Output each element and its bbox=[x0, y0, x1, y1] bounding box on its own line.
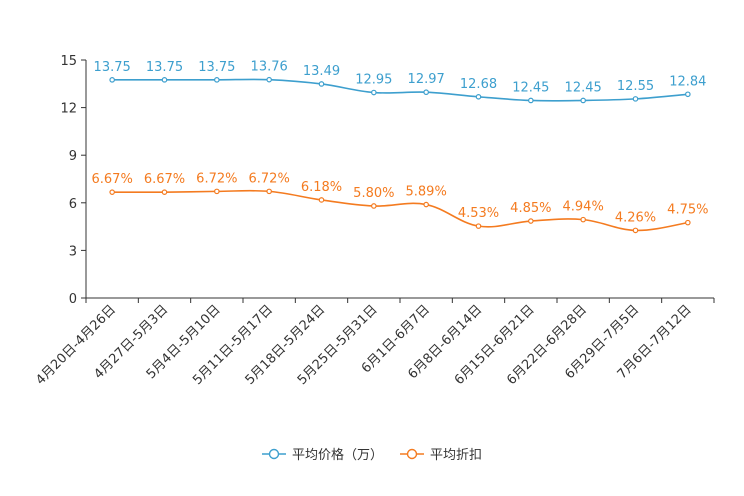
y-tick-label: 0 bbox=[69, 292, 77, 307]
data-label: 4.75% bbox=[667, 203, 708, 218]
data-point[interactable] bbox=[423, 201, 429, 208]
data-point[interactable] bbox=[423, 89, 429, 96]
legend-item-2[interactable]: 平均折扣 bbox=[400, 448, 482, 463]
legend-item-1[interactable]: 平均价格（万） bbox=[262, 447, 383, 463]
data-point[interactable] bbox=[266, 76, 272, 83]
data-label: 6.67% bbox=[92, 172, 133, 187]
data-label: 12.68 bbox=[460, 77, 497, 92]
data-label: 13.75 bbox=[198, 60, 235, 75]
series-line bbox=[112, 78, 688, 102]
data-label: 12.84 bbox=[669, 74, 706, 89]
data-label: 5.80% bbox=[353, 186, 394, 201]
data-label: 5.89% bbox=[406, 185, 447, 200]
series-line bbox=[112, 189, 688, 232]
data-point[interactable] bbox=[528, 218, 534, 224]
data-label: 13.49 bbox=[303, 64, 340, 79]
data-label: 12.95 bbox=[355, 73, 392, 88]
series-2: 6.67% 6.67% 6.72% 6.72% 6.18% 5.80% 5.89% 4.53%… bbox=[92, 171, 708, 234]
data-point[interactable] bbox=[475, 94, 482, 100]
data-label: 12.45 bbox=[565, 80, 602, 95]
data-point[interactable] bbox=[685, 219, 691, 226]
data-point[interactable] bbox=[214, 77, 220, 83]
data-label: 6.18% bbox=[301, 180, 342, 195]
legend-label: 平均价格（万） bbox=[292, 447, 383, 463]
legend-marker-icon bbox=[406, 448, 418, 460]
data-label: 6.72% bbox=[196, 171, 237, 186]
data-point[interactable] bbox=[475, 223, 482, 229]
data-point[interactable] bbox=[371, 89, 377, 96]
data-point[interactable] bbox=[318, 197, 325, 203]
data-point[interactable] bbox=[685, 91, 691, 98]
data-point[interactable] bbox=[580, 97, 586, 104]
legend-marker-icon bbox=[268, 448, 280, 460]
data-label: 13.75 bbox=[146, 60, 183, 75]
data-label: 4.85% bbox=[510, 201, 551, 216]
data-label: 12.97 bbox=[408, 72, 445, 87]
data-label: 4.94% bbox=[563, 200, 604, 215]
data-label: 12.55 bbox=[617, 79, 654, 94]
data-label: 4.53% bbox=[458, 206, 499, 221]
y-tick-label: 9 bbox=[69, 149, 77, 164]
y-tick-label: 6 bbox=[69, 197, 77, 212]
data-label: 13.75 bbox=[94, 60, 131, 75]
y-tick-label: 15 bbox=[60, 54, 77, 69]
data-label: 6.72% bbox=[249, 171, 290, 186]
data-point[interactable] bbox=[266, 188, 272, 195]
data-point[interactable] bbox=[528, 97, 534, 104]
data-point[interactable] bbox=[161, 189, 168, 195]
legend: 平均价格（万） 平均折扣 bbox=[262, 447, 482, 463]
data-label: 12.45 bbox=[512, 80, 549, 95]
series-1: 13.75 13.75 13.75 13.76 13.49 12.95 12.97 12.68… bbox=[94, 60, 706, 104]
data-point[interactable] bbox=[109, 189, 115, 195]
data-label: 4.26% bbox=[615, 210, 656, 225]
data-point[interactable] bbox=[371, 203, 377, 209]
legend-label: 平均折扣 bbox=[430, 448, 482, 463]
data-label: 6.67% bbox=[144, 172, 185, 187]
data-point[interactable] bbox=[161, 77, 168, 83]
y-tick-label: 12 bbox=[60, 102, 77, 117]
y-tick-label: 3 bbox=[69, 244, 77, 259]
series-layer: 13.75 13.75 13.75 13.76 13.49 12.95 12.97 12.68… bbox=[92, 60, 708, 234]
data-label: 13.76 bbox=[251, 60, 288, 75]
data-point[interactable] bbox=[580, 216, 586, 223]
data-point[interactable] bbox=[632, 96, 639, 102]
data-point[interactable] bbox=[318, 81, 325, 87]
data-point[interactable] bbox=[109, 77, 115, 83]
data-point[interactable] bbox=[632, 227, 639, 234]
data-point[interactable] bbox=[214, 188, 220, 195]
axes: 036912154月20日-4月26日4月27日-5月3日5月4日-5月10日5… bbox=[33, 54, 715, 388]
